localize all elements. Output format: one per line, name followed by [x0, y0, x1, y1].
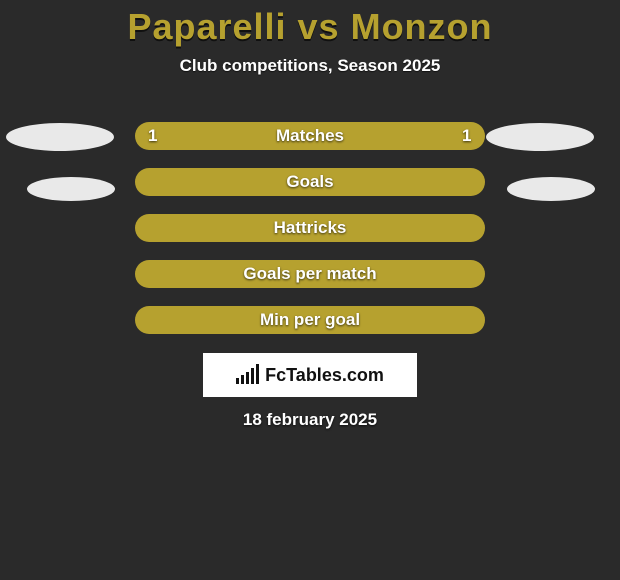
stat-label: Hattricks	[274, 218, 347, 238]
comparison-row: Matches 1 1	[0, 122, 620, 152]
stat-label: Min per goal	[260, 310, 360, 330]
stat-label: Goals	[286, 172, 333, 192]
stat-bar: Goals per match	[135, 260, 485, 288]
stat-label: Matches	[276, 126, 344, 146]
page-title: Paparelli vs Monzon	[0, 0, 620, 48]
stat-bar: Goals	[135, 168, 485, 196]
comparison-rows: Matches 1 1 Goals Hattricks Goals per match Mi…	[0, 122, 620, 352]
logo-bars-icon	[236, 366, 259, 384]
stat-value-right: 1	[462, 122, 471, 150]
stat-value-left: 1	[148, 122, 157, 150]
date-label: 18 february 2025	[0, 410, 620, 430]
fctables-logo: FcTables.com	[203, 353, 417, 397]
comparison-row: Goals	[0, 168, 620, 198]
subtitle: Club competitions, Season 2025	[0, 56, 620, 76]
stat-bar: Min per goal	[135, 306, 485, 334]
logo-text: FcTables.com	[265, 365, 384, 386]
stat-label: Goals per match	[243, 264, 376, 284]
stat-bar: Hattricks	[135, 214, 485, 242]
stat-bar: Matches	[135, 122, 485, 150]
comparison-row: Min per goal	[0, 306, 620, 336]
comparison-row: Hattricks	[0, 214, 620, 244]
comparison-row: Goals per match	[0, 260, 620, 290]
